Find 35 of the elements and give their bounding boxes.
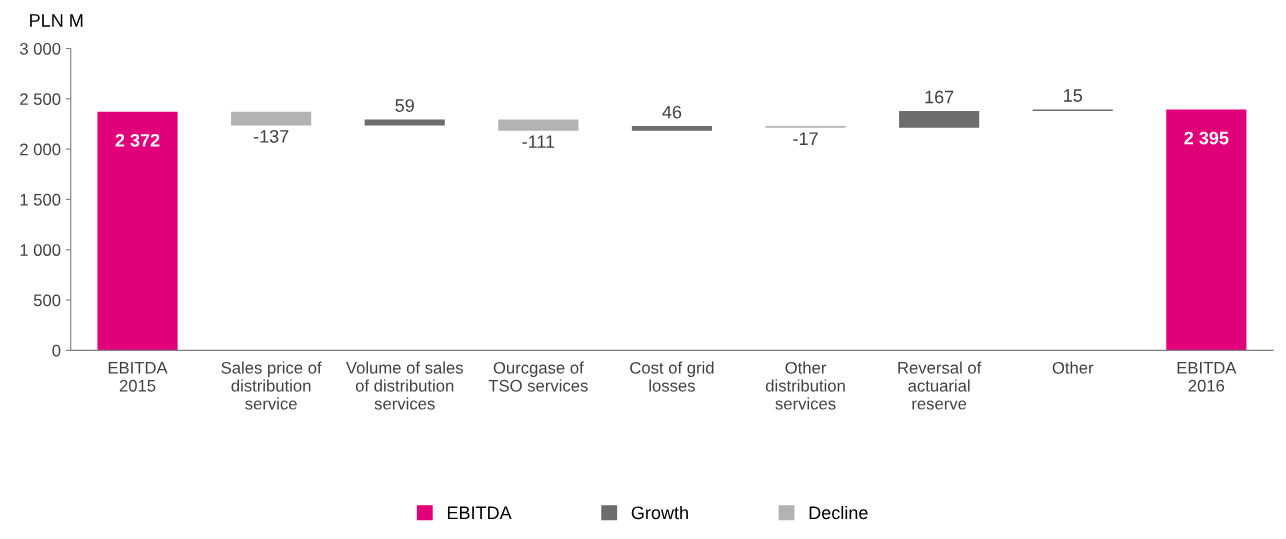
y-axis-title: PLN M — [30, 14, 83, 27]
y-tick-label: 3 000 — [19, 42, 61, 55]
data-label: 2 395 — [1184, 131, 1229, 145]
bar — [1166, 109, 1247, 351]
data-label: 46 — [662, 105, 682, 119]
legend-label: Decline — [809, 505, 868, 520]
y-tick-label: 2 000 — [20, 143, 61, 156]
x-tick-label: Sales price of distribution service — [221, 361, 322, 410]
data-label: -111 — [522, 135, 555, 148]
data-label: -17 — [793, 132, 818, 145]
x-tick-label: Ourcgase of TSO services — [488, 361, 588, 392]
x-tick-label: Other — [1052, 361, 1094, 374]
data-label: 2 372 — [115, 133, 160, 147]
y-tick-label: 0 — [52, 344, 61, 357]
x-tick-label: Cost of grid losses — [630, 361, 714, 392]
legend-label: Growth — [631, 505, 688, 520]
y-tick-label: 1 000 — [20, 244, 61, 256]
x-tick-label: Volume of sales of distribution services — [345, 361, 463, 410]
x-tick-label: Other distribution services — [765, 361, 845, 410]
x-tick-label: EBITDA 2015 — [108, 362, 168, 392]
x-tick-label: EBITDA 2016 — [1177, 362, 1237, 392]
y-tick-label: 500 — [33, 294, 61, 307]
data-label: -137 — [253, 129, 289, 143]
legend-label: EBITDA — [447, 506, 512, 519]
data-label: 59 — [395, 99, 414, 112]
data-label: 167 — [925, 90, 954, 104]
data-label: 15 — [1064, 89, 1083, 102]
bar — [231, 111, 312, 126]
x-tick-label: Reversal of actuarial reserve — [898, 361, 982, 410]
bar — [97, 111, 178, 351]
bar — [498, 119, 579, 131]
bar — [631, 126, 713, 131]
bar — [899, 110, 980, 128]
y-tick-label: 2 500 — [20, 93, 61, 106]
y-tick-label: 1 500 — [20, 193, 61, 206]
